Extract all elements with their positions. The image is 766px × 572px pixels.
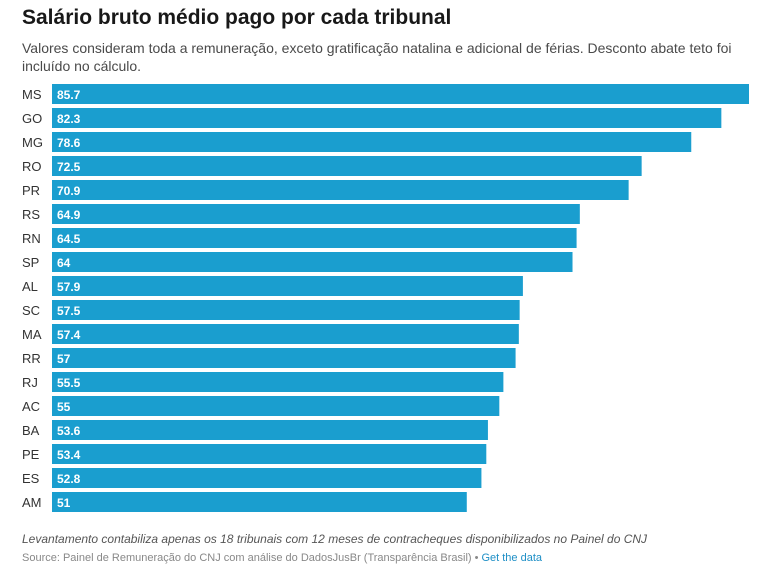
category-label: AC [22, 399, 40, 414]
category-label: MA [22, 327, 42, 342]
bar[interactable] [52, 252, 573, 272]
bar[interactable] [52, 84, 749, 104]
value-label: 64.5 [57, 232, 81, 246]
value-label: 55.5 [57, 376, 81, 390]
category-label: AL [22, 279, 38, 294]
category-label: RO [22, 159, 42, 174]
source-separator: • [474, 552, 479, 564]
value-label: 57.4 [57, 328, 81, 342]
category-label: RJ [22, 375, 38, 390]
category-label: MG [22, 135, 43, 150]
category-label: BA [22, 423, 40, 438]
value-label: 53.4 [57, 448, 81, 462]
bar[interactable] [52, 492, 467, 512]
category-label: RN [22, 231, 41, 246]
category-label: SC [22, 303, 40, 318]
source-text: Source: Painel de Remuneração do CNJ com… [22, 552, 472, 564]
bar[interactable] [52, 276, 523, 296]
value-label: 82.3 [57, 112, 81, 126]
category-label: PE [22, 447, 40, 462]
bar[interactable] [52, 396, 500, 416]
category-label: PR [22, 183, 40, 198]
category-label: GO [22, 111, 42, 126]
category-label: AM [22, 495, 42, 510]
bar[interactable] [52, 468, 482, 488]
category-label: ES [22, 471, 40, 486]
bar[interactable] [52, 348, 516, 368]
chart-title: Salário bruto médio pago por cada tribun… [22, 6, 452, 29]
footer-note: Levantamento contabiliza apenas os 18 tr… [22, 532, 648, 546]
category-label: RR [22, 351, 41, 366]
bar[interactable] [52, 444, 487, 464]
bar[interactable] [52, 228, 577, 248]
value-label: 85.7 [57, 88, 81, 102]
bar[interactable] [52, 108, 722, 128]
value-label: 72.5 [57, 160, 81, 174]
value-label: 57.5 [57, 304, 81, 318]
source-line: Source: Painel de Remuneração do CNJ com… [22, 551, 752, 566]
bar[interactable] [52, 324, 519, 344]
value-label: 51 [57, 496, 71, 510]
chart-footer: Levantamento contabiliza apenas os 18 tr… [22, 532, 752, 566]
value-label: 52.8 [57, 472, 81, 486]
category-label: SP [22, 255, 39, 270]
value-label: 57 [57, 352, 71, 366]
bar[interactable] [52, 132, 692, 152]
value-label: 78.6 [57, 136, 81, 150]
bar[interactable] [52, 300, 520, 320]
bar-chart: MS 85.7 GO 82.3 MG 78.6 RO 72.5 PR 70.9 RS 64.9 RN 64… [22, 84, 749, 512]
bar[interactable] [52, 156, 642, 176]
value-label: 53.6 [57, 424, 81, 438]
value-label: 64 [57, 256, 71, 270]
category-label: MS [22, 87, 42, 102]
value-label: 64.9 [57, 208, 81, 222]
value-label: 70.9 [57, 184, 81, 198]
bar[interactable] [52, 372, 504, 392]
bar[interactable] [52, 204, 580, 224]
bar[interactable] [52, 420, 488, 440]
value-label: 55 [57, 400, 71, 414]
chart-subtitle: Valores consideram toda a remuneração, e… [22, 40, 732, 74]
bar[interactable] [52, 180, 629, 200]
category-label: RS [22, 207, 40, 222]
value-label: 57.9 [57, 280, 81, 294]
get-data-link[interactable]: Get the data [481, 552, 542, 564]
